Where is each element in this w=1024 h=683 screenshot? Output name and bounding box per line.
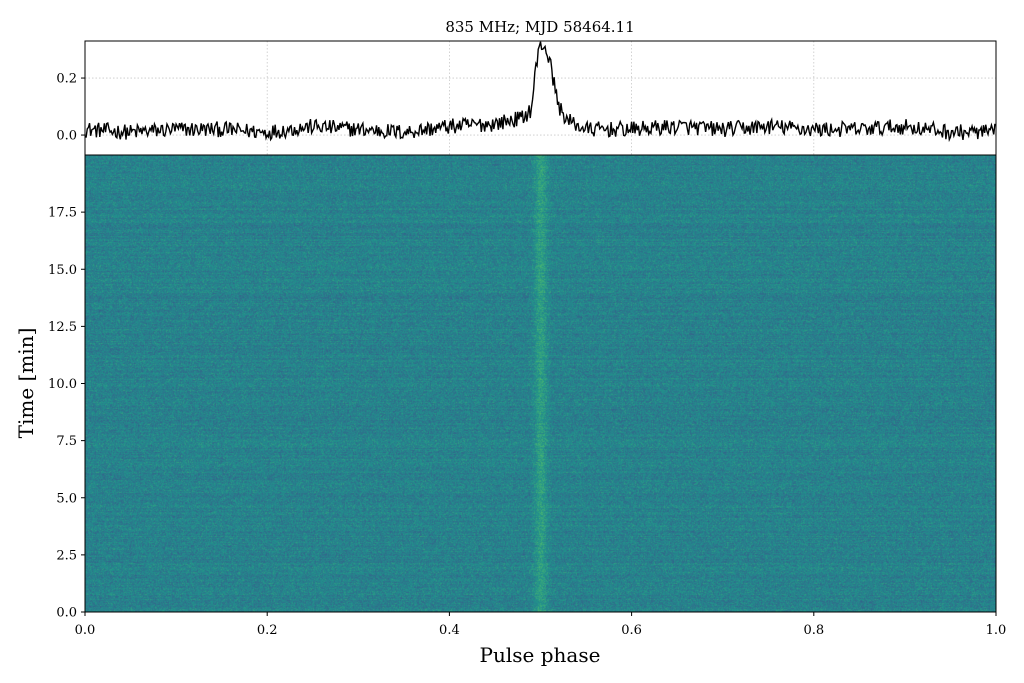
heatmap-x-ticks: 0.0 0.2 0.4 0.6 0.8 1.0: [75, 612, 1007, 638]
heatmap-y-tick-label: 15.0: [48, 263, 77, 278]
x-axis-label: Pulse phase: [480, 643, 601, 667]
heatmap-x-tick-label: 1.0: [986, 623, 1007, 638]
heatmap-y-tick-label: 7.5: [56, 434, 77, 449]
heatmap-x-tick-label: 0.4: [439, 623, 460, 638]
heatmap-y-tick-label: 5.0: [56, 491, 77, 506]
profile-series-line: [84, 41, 997, 143]
profile-panel: 0.0 0.2: [56, 40, 997, 156]
y-axis-label: Time [min]: [14, 328, 38, 439]
profile-y-tick-label: 0.0: [56, 129, 77, 144]
heatmap-y-tick-label: 17.5: [48, 206, 77, 221]
heatmap-image: [85, 155, 996, 612]
profile-plot-area: [85, 41, 996, 155]
profile-y-tick-label: 0.2: [56, 72, 77, 87]
heatmap-x-tick-label: 0.6: [621, 623, 642, 638]
heatmap-y-tick-label: 10.0: [48, 377, 77, 392]
chart-title: 835 MHz; MJD 58464.11: [445, 18, 634, 36]
heatmap-y-ticks: 0.0 2.5 5.0 7.5 10.0 12.5 15.0 17.5: [48, 206, 85, 621]
heatmap-x-tick-label: 0.8: [803, 623, 824, 638]
heatmap-y-tick-label: 12.5: [48, 320, 77, 335]
heatmap-x-tick-label: 0.2: [257, 623, 278, 638]
heatmap-y-tick-label: 2.5: [56, 548, 77, 563]
heatmap-y-tick-label: 0.0: [56, 606, 77, 621]
heatmap-panel: 0.0 0.2 0.4 0.6 0.8 1.0 0.0 2.5 5.0 7.5 10.0 12.5 1…: [48, 154, 1007, 638]
heatmap-x-tick-label: 0.0: [75, 623, 96, 638]
profile-y-ticks: 0.0 0.2: [56, 72, 85, 144]
